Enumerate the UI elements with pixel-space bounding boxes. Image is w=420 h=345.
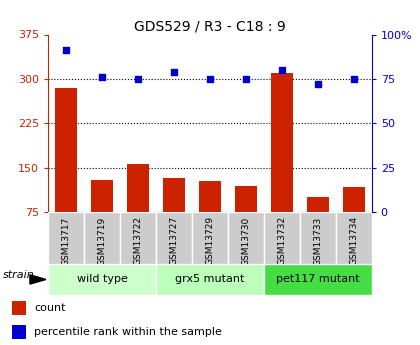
Point — [243, 76, 249, 82]
Point — [99, 75, 105, 80]
Bar — [163, 178, 185, 257]
Text: GSM13717: GSM13717 — [62, 216, 71, 266]
Bar — [228, 212, 264, 264]
Bar — [343, 187, 365, 257]
Bar — [127, 164, 149, 257]
Bar — [13, 325, 26, 339]
Point — [171, 69, 177, 75]
Text: pet117 mutant: pet117 mutant — [276, 275, 360, 284]
Text: GSM13727: GSM13727 — [170, 216, 178, 265]
Bar — [156, 212, 192, 264]
Text: count: count — [34, 303, 66, 313]
Bar — [264, 212, 300, 264]
Text: grx5 mutant: grx5 mutant — [175, 275, 245, 284]
Bar — [120, 212, 156, 264]
Bar — [84, 212, 120, 264]
Bar — [48, 264, 156, 295]
Bar — [300, 212, 336, 264]
Bar — [271, 73, 293, 257]
Point — [135, 76, 142, 82]
Bar — [235, 186, 257, 257]
Bar — [264, 264, 372, 295]
Title: GDS529 / R3 - C18 : 9: GDS529 / R3 - C18 : 9 — [134, 19, 286, 33]
Point — [63, 48, 70, 53]
Bar — [156, 264, 264, 295]
Bar — [336, 212, 372, 264]
Text: GSM13722: GSM13722 — [134, 216, 143, 265]
Text: percentile rank within the sample: percentile rank within the sample — [34, 327, 222, 337]
Text: strain: strain — [3, 270, 34, 280]
Text: GSM13719: GSM13719 — [98, 216, 107, 266]
Bar — [55, 88, 77, 257]
Text: GSM13729: GSM13729 — [205, 216, 215, 265]
Text: GSM13733: GSM13733 — [313, 216, 322, 266]
Bar — [48, 212, 84, 264]
Bar — [92, 180, 113, 257]
Text: GSM13730: GSM13730 — [241, 216, 250, 266]
Bar — [307, 197, 328, 257]
Text: GSM13734: GSM13734 — [349, 216, 358, 265]
Point — [207, 76, 213, 82]
Bar — [192, 212, 228, 264]
Point — [315, 81, 321, 87]
Bar — [13, 301, 26, 315]
Point — [278, 67, 285, 73]
Polygon shape — [30, 275, 46, 284]
Bar — [199, 181, 221, 257]
Point — [350, 76, 357, 82]
Text: GSM13732: GSM13732 — [277, 216, 286, 265]
Text: wild type: wild type — [77, 275, 128, 284]
